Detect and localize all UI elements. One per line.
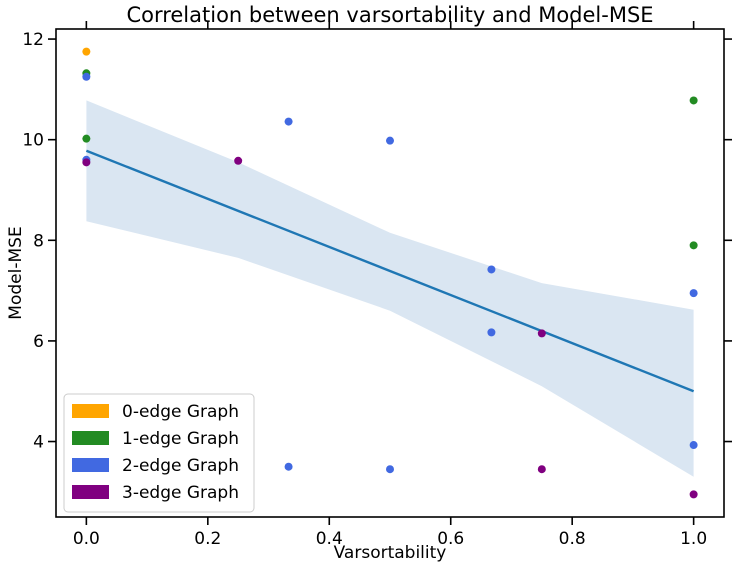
regression-line <box>85 149 695 393</box>
legend-label-1: 0-edge Graph <box>122 402 239 422</box>
point-series-3-5 <box>487 265 496 274</box>
x-tick-label: 0.8 <box>559 529 586 549</box>
point-series-4-2 <box>234 156 243 165</box>
point-series-4-3 <box>537 329 546 338</box>
point-series-3-1 <box>82 72 91 81</box>
point-series-3-9 <box>284 462 293 471</box>
legend-swatch-2 <box>72 431 109 445</box>
x-tick-label: 0.4 <box>316 529 343 549</box>
point-series-3-10 <box>386 465 394 474</box>
y-tick-label: 12 <box>22 30 44 50</box>
plot-frame <box>55 28 725 518</box>
legend-label-2: 1-edge Graph <box>122 429 239 449</box>
legend-swatch-1 <box>72 404 109 418</box>
regression-line-layer <box>85 149 695 393</box>
legend-label-4: 3-edge Graph <box>122 483 239 503</box>
legend: 0-edge Graph 1-edge Graph 2-edge Graph 3-ed… <box>63 393 255 513</box>
legend-swatch-3 <box>72 458 109 472</box>
point-series-3-6 <box>487 328 496 337</box>
point-series-2-2 <box>82 134 91 143</box>
axis-ticks-layer: 0.0 0.2 0.4 0.6 0.8 1.0 4 6 8 10 12 <box>22 21 732 549</box>
x-tick-label: 0.6 <box>437 529 464 549</box>
point-series-3-8 <box>689 441 698 450</box>
y-tick-label: 8 <box>33 231 44 251</box>
legend-label-3: 2-edge Graph <box>122 456 239 476</box>
x-tick-label: 1.0 <box>680 529 707 549</box>
confidence-band <box>86 100 694 477</box>
point-series-4-4 <box>537 465 546 474</box>
x-axis-label: Varsortability <box>334 543 447 563</box>
legend-box <box>63 393 255 513</box>
point-series-2-4 <box>689 241 698 250</box>
data-points-layer <box>82 47 698 499</box>
legend-swatch-4 <box>72 485 109 499</box>
x-tick-label: 0.2 <box>194 529 221 549</box>
y-tick-label: 4 <box>33 433 44 453</box>
y-tick-label: 6 <box>33 332 44 352</box>
point-series-1-1 <box>82 47 91 56</box>
point-series-2-3 <box>689 96 698 105</box>
point-series-4-5 <box>689 490 698 499</box>
y-tick-label: 10 <box>22 131 44 151</box>
chart-title: Correlation between varsortability and M… <box>126 3 653 27</box>
confidence-band-layer <box>86 100 694 477</box>
point-series-4-1 <box>82 158 91 167</box>
x-tick-label: 0.0 <box>73 529 100 549</box>
point-series-3-3 <box>284 117 293 126</box>
point-series-3-4 <box>386 136 394 145</box>
y-axis-label: Model-MSE <box>6 226 26 319</box>
point-series-3-7 <box>689 289 698 298</box>
